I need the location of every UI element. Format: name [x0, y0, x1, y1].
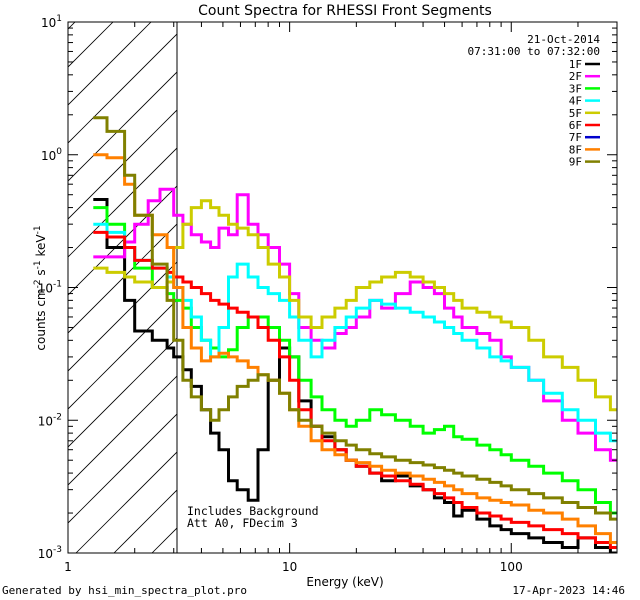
x-tick-label: 100: [500, 560, 523, 574]
hatch-line: [532, 0, 640, 553]
hatch-line: [75, 451, 177, 553]
plot-frame: [67, 21, 618, 554]
legend-label-8F: 8F: [569, 143, 582, 156]
hatch-line: [68, 22, 114, 68]
hatch-line: [68, 147, 177, 258]
series-layer: [93, 116, 617, 553]
annotation-background: Includes Background: [187, 504, 319, 518]
hatch-line: [68, 413, 177, 524]
legend-date: 21-Oct-2014: [527, 33, 600, 46]
hatch-line: [113, 489, 177, 553]
legend-label-6F: 6F: [569, 119, 582, 132]
hatch-line: [68, 223, 177, 334]
series-5F-line: [93, 199, 617, 412]
hatched-region: [68, 0, 640, 553]
legend: 21-Oct-2014 07:31:00 to 07:32:00 1F2F3F4…: [468, 33, 601, 169]
y-axis-label: counts cm-2 s-1 keV-1: [33, 225, 48, 350]
x-tick-label: 1: [64, 560, 72, 574]
y-tick-label: 10-1: [38, 280, 62, 296]
series-3F-line: [93, 206, 617, 515]
y-axis: 10-3 10-2 10-1 100 101: [38, 14, 617, 561]
series-9F-line: [93, 116, 617, 521]
chart-title: Count Spectra for RHESSI Front Segments: [198, 3, 492, 19]
hatch-line: [68, 375, 177, 486]
y-tick-label: 100: [41, 147, 62, 163]
footer-generated-by: Generated by hsi_min_spectra_plot.pro: [2, 584, 247, 597]
legend-label-9F: 9F: [569, 156, 582, 169]
hatch-line: [608, 0, 640, 553]
series-4F-line: [93, 222, 617, 443]
hatch-line: [68, 185, 177, 296]
hatch-line: [68, 33, 177, 144]
y-tick-label: 10-2: [38, 412, 62, 428]
hatch-line: [456, 0, 640, 553]
series-1F-line: [93, 198, 617, 553]
legend-label-3F: 3F: [569, 82, 582, 95]
hatch-line: [494, 0, 640, 553]
hatch-line: [68, 22, 152, 106]
series-8F-line: [93, 153, 617, 544]
legend-label-4F: 4F: [569, 95, 582, 108]
legend-time-range: 07:31:00 to 07:32:00: [468, 45, 600, 58]
legend-label-7F: 7F: [569, 131, 582, 144]
footer-timestamp: 17-Apr-2023 14:46: [512, 584, 625, 597]
annotation-attenuator: Att A0, FDecim 3: [187, 516, 298, 530]
legend-label-5F: 5F: [569, 107, 582, 120]
y-tick-label: 101: [41, 14, 62, 30]
x-tick-label: 10: [282, 560, 297, 574]
legend-label-1F: 1F: [569, 58, 582, 71]
hatch-line: [68, 22, 76, 30]
y-tick-label: 10-3: [38, 545, 62, 561]
hatch-line: [304, 0, 640, 553]
legend-label-2F: 2F: [569, 70, 582, 83]
x-axis-label: Energy (keV): [306, 575, 383, 589]
series-6F-line: [93, 230, 617, 549]
x-axis: 1 10 100: [64, 22, 618, 574]
annotations: Includes Background Att A0, FDecim 3: [187, 504, 319, 530]
